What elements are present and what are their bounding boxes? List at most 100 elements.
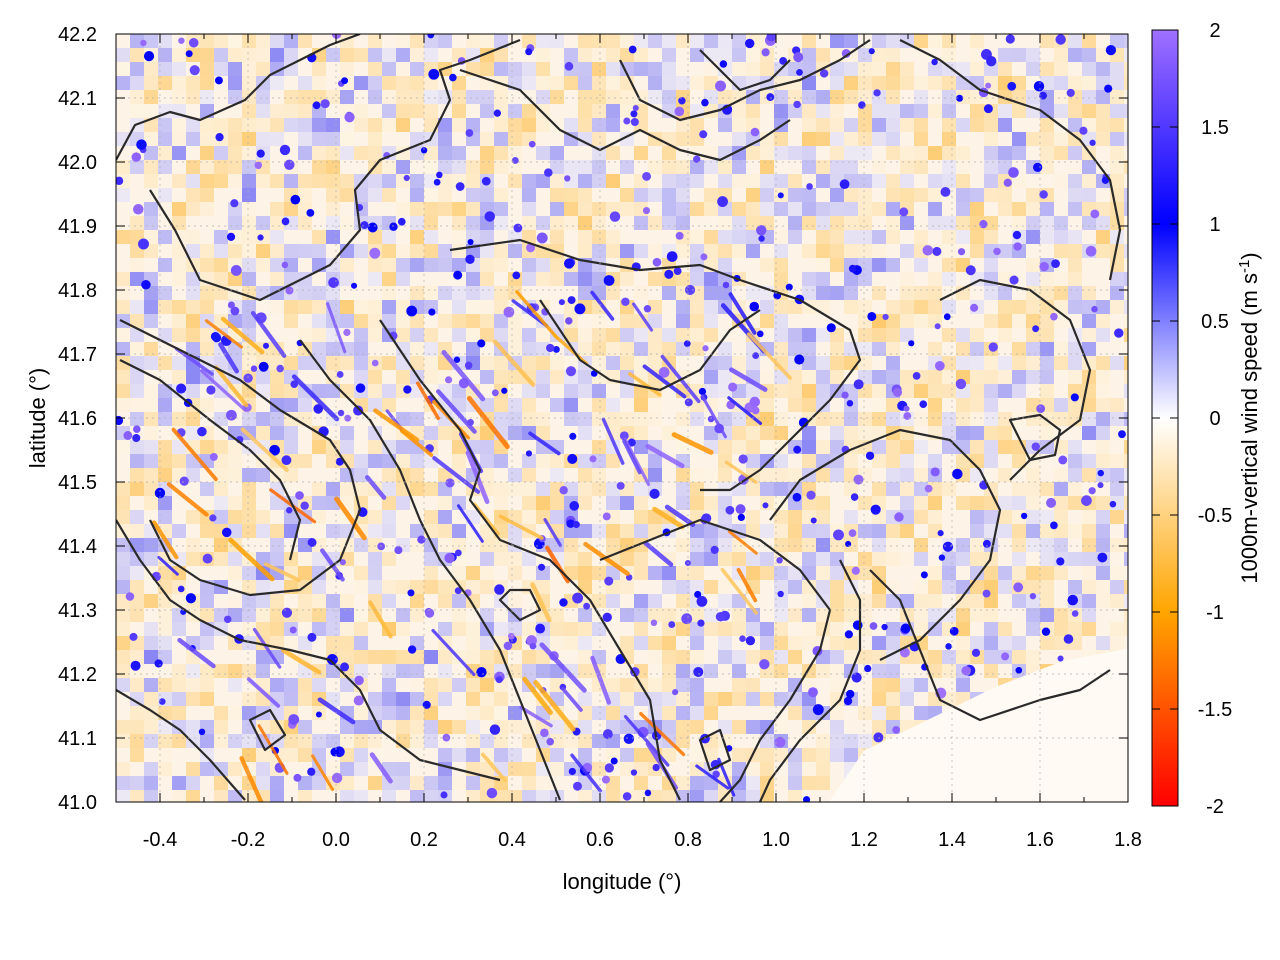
heat-cell xyxy=(1124,118,1128,132)
heat-cell xyxy=(466,706,480,720)
updraft-spot xyxy=(1007,81,1017,91)
heat-cell xyxy=(1012,216,1026,230)
heat-cell xyxy=(410,104,424,118)
wave-streak xyxy=(622,439,642,475)
heat-cell xyxy=(914,160,928,174)
updraft-spot xyxy=(864,664,872,673)
heat-cell xyxy=(144,216,158,230)
heat-cell xyxy=(816,328,830,342)
heat-cell xyxy=(746,174,760,188)
heat-cell xyxy=(564,356,578,370)
wave-streak xyxy=(257,724,289,775)
heat-cell xyxy=(522,664,536,678)
updraft-spot xyxy=(403,385,412,394)
heat-cell xyxy=(1082,90,1096,104)
heat-cell xyxy=(1124,202,1128,216)
heat-cell xyxy=(816,384,830,398)
heat-cell xyxy=(928,62,942,76)
heat-cell xyxy=(326,286,340,300)
colorbar-tick-label: -1.5 xyxy=(1198,699,1232,721)
heat-cell xyxy=(844,132,858,146)
heat-cell xyxy=(354,104,368,118)
heat-cell xyxy=(158,398,172,412)
heat-cell xyxy=(1012,496,1026,510)
heat-cell xyxy=(704,230,718,244)
heat-cell xyxy=(704,62,718,76)
heat-cell xyxy=(746,720,760,734)
heat-cell xyxy=(312,160,326,174)
heat-cell xyxy=(354,76,368,90)
heat-cell xyxy=(844,244,858,258)
heat-cell xyxy=(242,76,256,90)
heat-cell xyxy=(438,188,452,202)
heat-cell xyxy=(928,174,942,188)
updraft-spot xyxy=(428,68,440,80)
heat-cell xyxy=(844,426,858,440)
heat-cell xyxy=(788,146,802,160)
heat-cell xyxy=(144,300,158,314)
wave-streak xyxy=(472,502,500,536)
updraft-spot xyxy=(436,171,443,179)
heat-cell xyxy=(186,132,200,146)
heat-cell xyxy=(536,104,550,118)
heat-cell xyxy=(396,650,410,664)
heat-cell xyxy=(578,272,592,286)
heat-cell xyxy=(172,174,186,188)
heat-cell xyxy=(200,146,214,160)
heat-cell xyxy=(354,342,368,356)
heat-cell xyxy=(382,188,396,202)
heat-cell xyxy=(326,622,340,636)
heat-cell xyxy=(830,370,844,384)
updraft-spot xyxy=(529,642,537,650)
updraft-spot xyxy=(1105,44,1117,56)
wave-streak xyxy=(199,369,247,412)
heat-cell xyxy=(858,706,872,720)
heat-cell xyxy=(270,174,284,188)
heat-cell xyxy=(914,132,928,146)
heat-cell xyxy=(270,552,284,566)
heat-cell xyxy=(676,328,690,342)
updraft-spot xyxy=(1008,167,1019,178)
updraft-spot xyxy=(673,267,682,275)
heat-cell xyxy=(690,342,704,356)
heat-cell xyxy=(522,734,536,748)
heat-cell xyxy=(718,650,732,664)
heat-cell xyxy=(508,594,522,608)
contour-line xyxy=(299,339,562,801)
updraft-spot xyxy=(694,590,702,599)
updraft-spot xyxy=(214,76,223,85)
updraft-spot xyxy=(564,61,574,71)
heat-cell xyxy=(382,48,396,62)
heat-cell xyxy=(340,244,354,258)
updraft-spot xyxy=(123,431,133,440)
contour-line xyxy=(459,68,791,162)
wave-streak xyxy=(590,290,615,321)
heat-cell xyxy=(858,426,872,440)
heat-cell xyxy=(200,342,214,356)
heat-cell xyxy=(802,454,816,468)
updraft-spot xyxy=(573,781,582,791)
heat-cell xyxy=(802,594,816,608)
heat-cell xyxy=(928,566,942,580)
heat-cell xyxy=(382,720,396,734)
heat-cell xyxy=(662,706,676,720)
heat-cell xyxy=(536,342,550,356)
heat-cell xyxy=(536,328,550,342)
heat-cell xyxy=(340,734,354,748)
heat-cell xyxy=(494,734,508,748)
heat-cell xyxy=(788,650,802,664)
wave-streak xyxy=(736,567,758,603)
heat-cell xyxy=(508,244,522,258)
heat-cell xyxy=(942,580,956,594)
heat-cell xyxy=(1040,384,1054,398)
heat-cell xyxy=(256,412,270,426)
heat-cell xyxy=(648,412,662,426)
heat-cell xyxy=(522,482,536,496)
heat-cell xyxy=(648,650,662,664)
heat-cell xyxy=(886,90,900,104)
heat-cell xyxy=(508,62,522,76)
heat-cell xyxy=(690,272,704,286)
heat-cell xyxy=(928,594,942,608)
heat-cell xyxy=(998,510,1012,524)
updraft-spot xyxy=(284,159,295,170)
